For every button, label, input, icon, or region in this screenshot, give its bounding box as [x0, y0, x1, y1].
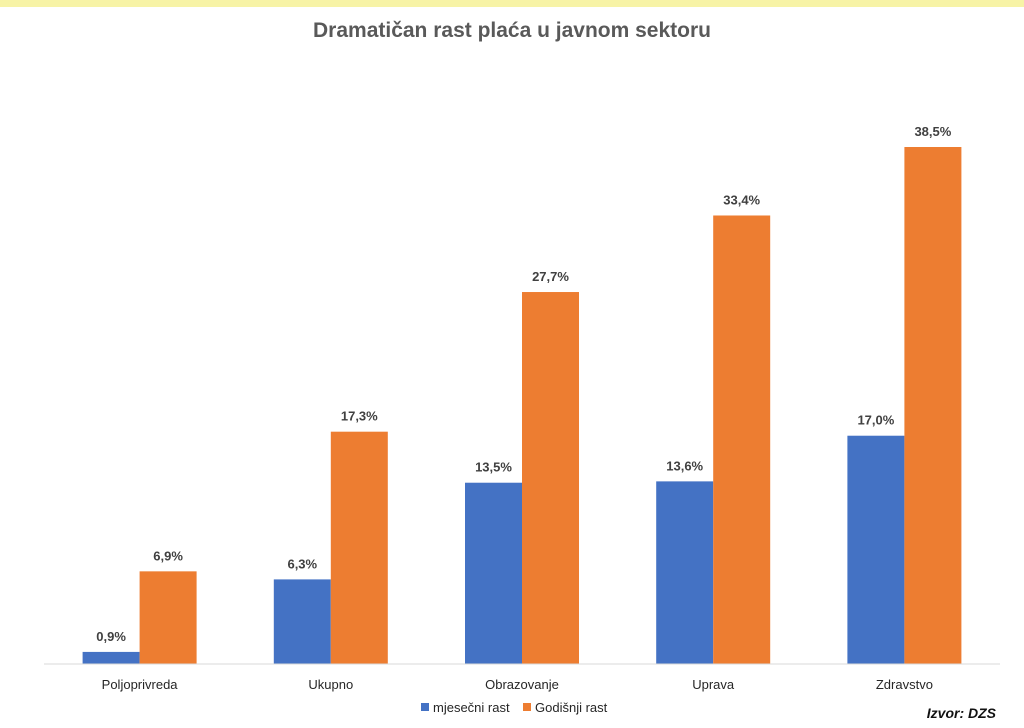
- bars-layer: 0,9% 6,9% Poljoprivreda 6,3% 17,3% Ukupno 13,5…: [82, 124, 962, 692]
- legend-swatch-0: [421, 703, 429, 711]
- data-label-monthly-2: 13,5%: [475, 460, 512, 475]
- bar-monthly-3: [656, 481, 714, 664]
- data-label-annual-1: 17,3%: [341, 409, 378, 424]
- category-label-1: Ukupno: [308, 677, 353, 692]
- bar-annual-0: [139, 571, 197, 664]
- bar-monthly-1: [273, 579, 331, 664]
- legend-label-0: mjesečni rast: [433, 700, 510, 715]
- category-label-2: Obrazovanje: [485, 677, 559, 692]
- data-label-annual-3: 33,4%: [723, 192, 760, 207]
- data-label-annual-0: 6,9%: [153, 548, 183, 563]
- source-label: Izvor: DZS: [927, 705, 997, 721]
- bar-annual-1: [330, 431, 388, 664]
- category-label-4: Zdravstvo: [876, 677, 933, 692]
- chart-title: Dramatičan rast plaća u javnom sektoru: [313, 19, 711, 42]
- legend-swatch-1: [523, 703, 531, 711]
- data-label-annual-4: 38,5%: [914, 124, 951, 139]
- bar-monthly-4: [847, 435, 905, 664]
- bar-monthly-0: [82, 651, 140, 664]
- bar-annual-2: [522, 292, 579, 664]
- data-label-monthly-4: 17,0%: [857, 413, 894, 428]
- top-yellow-strip: [0, 0, 1024, 7]
- legend-label-1: Godišnji rast: [535, 700, 608, 715]
- legend: mjesečni rast Godišnji rast: [421, 700, 608, 715]
- bar-annual-3: [713, 215, 771, 664]
- category-label-0: Poljoprivreda: [102, 677, 179, 692]
- data-label-monthly-0: 0,9%: [96, 629, 126, 644]
- data-label-monthly-1: 6,3%: [287, 556, 317, 571]
- data-label-monthly-3: 13,6%: [666, 458, 703, 473]
- data-label-annual-2: 27,7%: [532, 269, 569, 284]
- category-label-3: Uprava: [692, 677, 735, 692]
- bar-monthly-2: [465, 482, 522, 664]
- bar-annual-4: [904, 147, 962, 664]
